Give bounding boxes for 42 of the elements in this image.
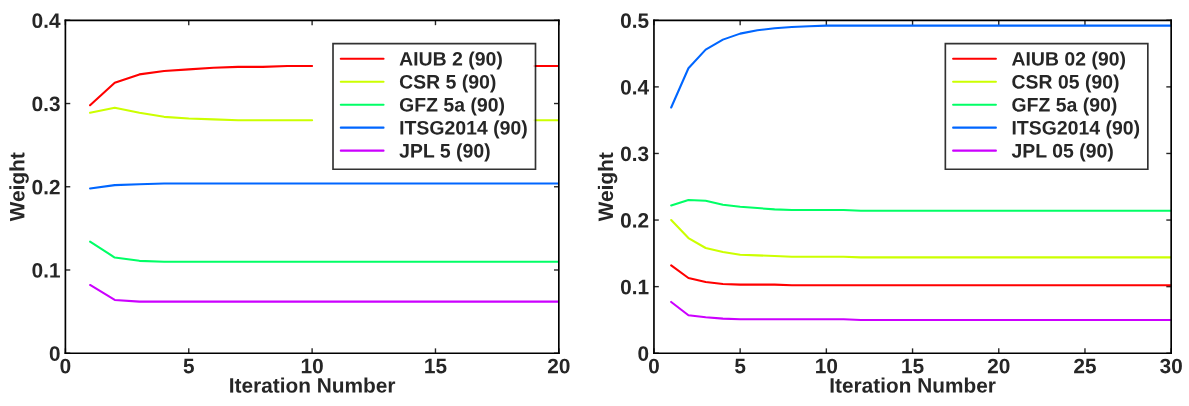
x-tick-label: 5 — [735, 358, 746, 374]
x-tick-label: 25 — [1074, 358, 1096, 374]
x-axis-title: Iteration Number — [230, 377, 396, 393]
x-tick-label: 30 — [1160, 358, 1182, 374]
line-series — [670, 264, 1172, 287]
legend-label: AIUB 02 (90) — [1011, 51, 1126, 70]
line-series — [670, 219, 1172, 259]
legend-label: ITSG2014 (90) — [1012, 120, 1140, 139]
legend-label: CSR 5 (90) — [399, 74, 496, 93]
legend-label: CSR 05 (90) — [1012, 74, 1119, 93]
legend-label: GFZ 5a (90) — [1012, 97, 1117, 116]
y-tick-label: 0.1 — [32, 262, 60, 278]
x-tick-label: 15 — [425, 358, 447, 374]
y-axis-title: Weight — [597, 152, 618, 222]
x-tick-label: 0 — [648, 358, 659, 374]
x-tick-label: 5 — [183, 358, 194, 374]
legend-label: JPL 05 (90) — [1011, 143, 1113, 162]
y-tick-label: 0.5 — [620, 13, 649, 29]
y-tick-label: 0.2 — [32, 179, 60, 195]
x-tick-label: 10 — [816, 358, 838, 374]
y-tick-label: 0 — [49, 346, 60, 361]
line-series — [89, 240, 559, 263]
legend-label: AIUB 2 (90) — [399, 51, 502, 70]
legend-label: ITSG2014 (90) — [400, 120, 527, 139]
x-tick-label: 15 — [902, 358, 924, 374]
y-tick-label: 0.4 — [620, 79, 649, 95]
line-series — [670, 300, 1172, 321]
y-tick-label: 0.3 — [620, 146, 649, 162]
x-tick-label: 20 — [987, 358, 1010, 374]
x-tick-label: 10 — [301, 358, 323, 374]
y-tick-label: 0.1 — [620, 279, 649, 295]
y-axis-title: Weight — [9, 152, 29, 222]
x-tick-label: 0 — [60, 358, 71, 374]
legend-label: GFZ 5a (90) — [399, 97, 505, 116]
x-axis-title: Iteration Number — [830, 377, 996, 393]
y-tick-label: 0.2 — [620, 213, 649, 228]
legend-label: JPL 5 (90) — [399, 143, 490, 162]
y-tick-label: 0.3 — [32, 96, 60, 112]
x-tick-label: 20 — [547, 358, 570, 374]
y-tick-label: 0 — [638, 346, 649, 361]
y-tick-label: 0.4 — [32, 13, 61, 29]
line-series — [670, 199, 1172, 212]
